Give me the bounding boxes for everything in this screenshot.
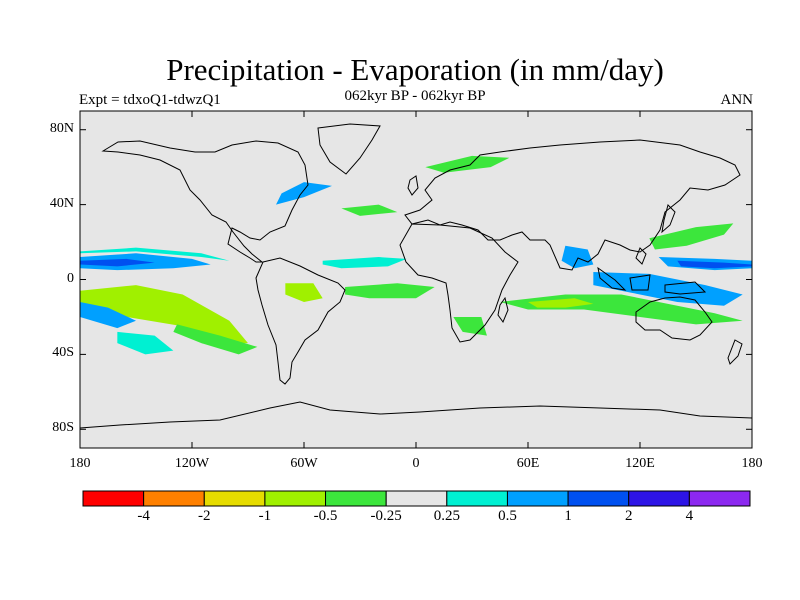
coast-philippines — [635, 247, 647, 265]
colorbar-swatch — [628, 490, 690, 507]
colorbar-label: -1 — [258, 508, 272, 524]
colorbar-swatch — [203, 490, 266, 507]
region-south-pacific-dry-margin — [80, 285, 248, 344]
season-label: ANN — [720, 92, 754, 108]
coast-north-america — [101, 140, 309, 263]
region-tropical-atlantic-wet — [322, 257, 407, 269]
colorbar-swatch — [82, 490, 145, 507]
y-tick-label: 80N — [49, 120, 74, 136]
coast-australia — [635, 296, 713, 341]
coast-uk — [407, 175, 419, 196]
colorbar-swatch — [688, 490, 751, 507]
x-tick-label: 60W — [290, 456, 318, 471]
colorbar-swatch — [506, 490, 569, 507]
region-north-atlantic-wet — [276, 182, 332, 205]
coast-japan — [661, 204, 676, 234]
y-tick-label: 0 — [67, 270, 74, 286]
region-siberia-dry — [425, 155, 510, 173]
coast-indonesia — [597, 266, 707, 295]
region-spcz-cyan — [117, 331, 174, 355]
x-tick-label: 120W — [174, 456, 210, 471]
colorbar-label: 4 — [685, 508, 694, 524]
region-bay-of-bengal-wet — [561, 245, 594, 269]
colorbar-label: 0.5 — [498, 508, 517, 524]
x-tick-label: 0 — [412, 456, 420, 471]
x-tick-label: 180 — [741, 456, 763, 471]
coast-eurasia — [404, 139, 741, 271]
colorbar-label: 2 — [624, 508, 633, 524]
chart-title: Precipitation - Evaporation (in mm/day) — [166, 52, 664, 87]
region-indian-ocean-dry-core — [528, 298, 594, 308]
colorbar-label: 0.25 — [433, 508, 460, 524]
coast-africa — [399, 223, 519, 343]
colorbar-label: -4 — [137, 508, 150, 524]
region-west-pacific-core — [677, 260, 752, 269]
coast-madagascar — [497, 296, 509, 324]
region-nw-pacific-dry — [649, 223, 734, 250]
x-tick-label: 180 — [69, 456, 91, 471]
colorbar-label: -0.5 — [313, 508, 338, 524]
coastlines — [80, 123, 752, 429]
x-tick-label: 60E — [516, 456, 540, 471]
y-tick-label: 40S — [52, 345, 74, 361]
colorbar-swatch — [143, 490, 205, 507]
region-north-atlantic-dry — [341, 204, 398, 216]
colorbar-swatch — [385, 490, 448, 507]
experiment-label: Expt = tdxoQ1-tdwzQ1 — [79, 92, 221, 108]
region-south-atlantic-dry — [345, 283, 435, 299]
y-tick-label: 80S — [52, 420, 74, 436]
region-amazon-dry — [285, 283, 323, 302]
colorbar-swatch — [264, 490, 327, 507]
colorbar-label: -0.25 — [370, 508, 402, 524]
region-south-pacific-wet-patch — [80, 301, 136, 329]
coast-south-america — [255, 257, 346, 385]
x-tick-label: 120E — [625, 456, 655, 471]
subtitle: 062kyr BP - 062kyr BP — [344, 88, 486, 104]
coast-greenland — [317, 123, 381, 175]
region-subtropical-pacific — [173, 324, 258, 355]
axis-ticks — [79, 111, 753, 448]
colorbar-swatch — [567, 490, 630, 507]
colorbar-swatch — [446, 490, 508, 507]
region-north-pacific-cyan-edge — [80, 247, 230, 261]
y-tick-label: 40N — [49, 195, 74, 211]
colorbar-swatch — [325, 490, 387, 507]
colorbar-label: -2 — [198, 508, 211, 524]
colorbar — [82, 490, 751, 507]
coast-antarctica — [80, 401, 752, 429]
region-north-pacific-itcz-core — [80, 258, 155, 267]
colorbar-label: 1 — [564, 508, 572, 524]
precip-evap-regions — [80, 155, 752, 355]
coast-new-zealand — [727, 339, 743, 365]
